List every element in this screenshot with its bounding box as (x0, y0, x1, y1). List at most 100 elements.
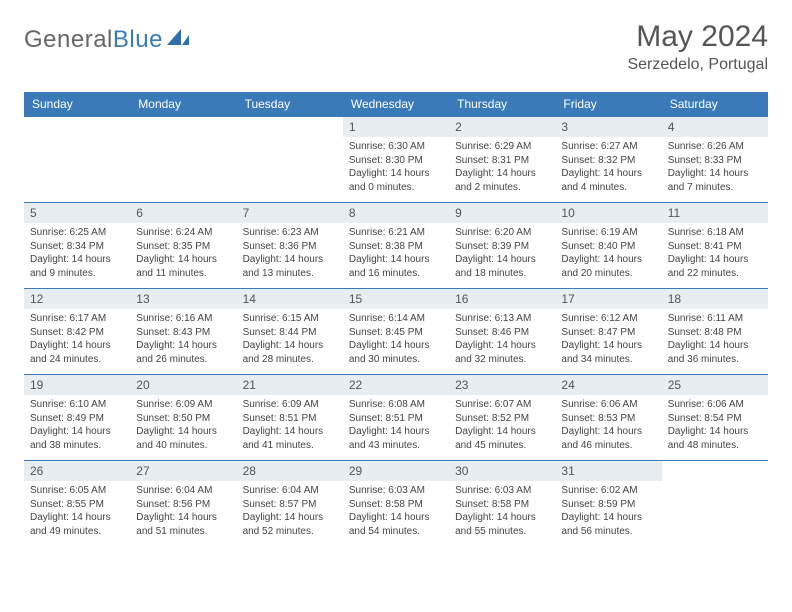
day-details: Sunrise: 6:26 AMSunset: 8:33 PMDaylight:… (662, 137, 768, 202)
day-number: 20 (130, 375, 236, 395)
calendar-day-cell: 5Sunrise: 6:25 AMSunset: 8:34 PMDaylight… (24, 203, 130, 289)
sunrise-text: Sunrise: 6:04 AM (243, 484, 337, 498)
calendar-day-cell: 29Sunrise: 6:03 AMSunset: 8:58 PMDayligh… (343, 461, 449, 547)
daylight-text: Daylight: 14 hours and 9 minutes. (30, 253, 124, 280)
day-details: Sunrise: 6:05 AMSunset: 8:55 PMDaylight:… (24, 481, 130, 546)
sunrise-text: Sunrise: 6:14 AM (349, 312, 443, 326)
day-details (237, 137, 343, 148)
day-details: Sunrise: 6:03 AMSunset: 8:58 PMDaylight:… (449, 481, 555, 546)
day-number: 27 (130, 461, 236, 481)
calendar-day-cell: 25Sunrise: 6:06 AMSunset: 8:54 PMDayligh… (662, 375, 768, 461)
day-details: Sunrise: 6:06 AMSunset: 8:53 PMDaylight:… (555, 395, 661, 460)
weekday-sunday: Sunday (24, 92, 130, 117)
sunrise-text: Sunrise: 6:26 AM (668, 140, 762, 154)
day-number: 3 (555, 117, 661, 137)
sunset-text: Sunset: 8:57 PM (243, 498, 337, 512)
daylight-text: Daylight: 14 hours and 13 minutes. (243, 253, 337, 280)
sunset-text: Sunset: 8:31 PM (455, 154, 549, 168)
daylight-text: Daylight: 14 hours and 11 minutes. (136, 253, 230, 280)
day-details: Sunrise: 6:12 AMSunset: 8:47 PMDaylight:… (555, 309, 661, 374)
calendar-day-cell: 30Sunrise: 6:03 AMSunset: 8:58 PMDayligh… (449, 461, 555, 547)
sunrise-text: Sunrise: 6:11 AM (668, 312, 762, 326)
day-number: 5 (24, 203, 130, 223)
day-details: Sunrise: 6:27 AMSunset: 8:32 PMDaylight:… (555, 137, 661, 202)
day-number: 17 (555, 289, 661, 309)
calendar-day-cell: 6Sunrise: 6:24 AMSunset: 8:35 PMDaylight… (130, 203, 236, 289)
day-details (24, 137, 130, 148)
calendar-day-cell: 10Sunrise: 6:19 AMSunset: 8:40 PMDayligh… (555, 203, 661, 289)
calendar-day-cell: 11Sunrise: 6:18 AMSunset: 8:41 PMDayligh… (662, 203, 768, 289)
day-details: Sunrise: 6:18 AMSunset: 8:41 PMDaylight:… (662, 223, 768, 288)
day-number: 18 (662, 289, 768, 309)
sunset-text: Sunset: 8:44 PM (243, 326, 337, 340)
day-details: Sunrise: 6:08 AMSunset: 8:51 PMDaylight:… (343, 395, 449, 460)
calendar-week-row: 26Sunrise: 6:05 AMSunset: 8:55 PMDayligh… (24, 461, 768, 547)
calendar-day-cell: 23Sunrise: 6:07 AMSunset: 8:52 PMDayligh… (449, 375, 555, 461)
daylight-text: Daylight: 14 hours and 22 minutes. (668, 253, 762, 280)
day-details: Sunrise: 6:16 AMSunset: 8:43 PMDaylight:… (130, 309, 236, 374)
daylight-text: Daylight: 14 hours and 51 minutes. (136, 511, 230, 538)
calendar-day-cell: 17Sunrise: 6:12 AMSunset: 8:47 PMDayligh… (555, 289, 661, 375)
calendar-day-cell: 4Sunrise: 6:26 AMSunset: 8:33 PMDaylight… (662, 117, 768, 203)
sunset-text: Sunset: 8:45 PM (349, 326, 443, 340)
calendar-week-row: 12Sunrise: 6:17 AMSunset: 8:42 PMDayligh… (24, 289, 768, 375)
day-number: 29 (343, 461, 449, 481)
day-number (130, 117, 236, 137)
daylight-text: Daylight: 14 hours and 38 minutes. (30, 425, 124, 452)
day-details: Sunrise: 6:14 AMSunset: 8:45 PMDaylight:… (343, 309, 449, 374)
day-details: Sunrise: 6:04 AMSunset: 8:57 PMDaylight:… (237, 481, 343, 546)
day-number: 14 (237, 289, 343, 309)
sunrise-text: Sunrise: 6:23 AM (243, 226, 337, 240)
day-details: Sunrise: 6:23 AMSunset: 8:36 PMDaylight:… (237, 223, 343, 288)
weekday-header-row: Sunday Monday Tuesday Wednesday Thursday… (24, 92, 768, 117)
calendar-week-row: 1Sunrise: 6:30 AMSunset: 8:30 PMDaylight… (24, 117, 768, 203)
daylight-text: Daylight: 14 hours and 46 minutes. (561, 425, 655, 452)
calendar-table: Sunday Monday Tuesday Wednesday Thursday… (24, 92, 768, 546)
sunrise-text: Sunrise: 6:05 AM (30, 484, 124, 498)
day-number: 13 (130, 289, 236, 309)
title-block: May 2024 Serzedelo, Portugal (627, 20, 768, 74)
day-details: Sunrise: 6:11 AMSunset: 8:48 PMDaylight:… (662, 309, 768, 374)
calendar-day-cell: 22Sunrise: 6:08 AMSunset: 8:51 PMDayligh… (343, 375, 449, 461)
calendar-day-cell: 8Sunrise: 6:21 AMSunset: 8:38 PMDaylight… (343, 203, 449, 289)
day-details: Sunrise: 6:21 AMSunset: 8:38 PMDaylight:… (343, 223, 449, 288)
sunset-text: Sunset: 8:59 PM (561, 498, 655, 512)
daylight-text: Daylight: 14 hours and 36 minutes. (668, 339, 762, 366)
sunrise-text: Sunrise: 6:06 AM (561, 398, 655, 412)
daylight-text: Daylight: 14 hours and 45 minutes. (455, 425, 549, 452)
daylight-text: Daylight: 14 hours and 41 minutes. (243, 425, 337, 452)
sunrise-text: Sunrise: 6:21 AM (349, 226, 443, 240)
day-details: Sunrise: 6:20 AMSunset: 8:39 PMDaylight:… (449, 223, 555, 288)
calendar-day-cell: 9Sunrise: 6:20 AMSunset: 8:39 PMDaylight… (449, 203, 555, 289)
calendar-day-cell: 7Sunrise: 6:23 AMSunset: 8:36 PMDaylight… (237, 203, 343, 289)
sunrise-text: Sunrise: 6:03 AM (349, 484, 443, 498)
weekday-saturday: Saturday (662, 92, 768, 117)
sunrise-text: Sunrise: 6:12 AM (561, 312, 655, 326)
calendar-day-cell: 3Sunrise: 6:27 AMSunset: 8:32 PMDaylight… (555, 117, 661, 203)
daylight-text: Daylight: 14 hours and 54 minutes. (349, 511, 443, 538)
calendar-week-row: 5Sunrise: 6:25 AMSunset: 8:34 PMDaylight… (24, 203, 768, 289)
daylight-text: Daylight: 14 hours and 26 minutes. (136, 339, 230, 366)
day-details: Sunrise: 6:09 AMSunset: 8:50 PMDaylight:… (130, 395, 236, 460)
sunset-text: Sunset: 8:39 PM (455, 240, 549, 254)
calendar-day-cell (24, 117, 130, 203)
calendar-day-cell: 20Sunrise: 6:09 AMSunset: 8:50 PMDayligh… (130, 375, 236, 461)
sunrise-text: Sunrise: 6:25 AM (30, 226, 124, 240)
day-details (662, 481, 768, 492)
sunset-text: Sunset: 8:48 PM (668, 326, 762, 340)
calendar-day-cell: 18Sunrise: 6:11 AMSunset: 8:48 PMDayligh… (662, 289, 768, 375)
calendar-day-cell: 12Sunrise: 6:17 AMSunset: 8:42 PMDayligh… (24, 289, 130, 375)
sunset-text: Sunset: 8:46 PM (455, 326, 549, 340)
daylight-text: Daylight: 14 hours and 43 minutes. (349, 425, 443, 452)
day-number: 28 (237, 461, 343, 481)
sunset-text: Sunset: 8:52 PM (455, 412, 549, 426)
day-number: 15 (343, 289, 449, 309)
weekday-tuesday: Tuesday (237, 92, 343, 117)
sunrise-text: Sunrise: 6:19 AM (561, 226, 655, 240)
sunrise-text: Sunrise: 6:03 AM (455, 484, 549, 498)
calendar-week-row: 19Sunrise: 6:10 AMSunset: 8:49 PMDayligh… (24, 375, 768, 461)
sunrise-text: Sunrise: 6:13 AM (455, 312, 549, 326)
day-details: Sunrise: 6:19 AMSunset: 8:40 PMDaylight:… (555, 223, 661, 288)
daylight-text: Daylight: 14 hours and 30 minutes. (349, 339, 443, 366)
daylight-text: Daylight: 14 hours and 4 minutes. (561, 167, 655, 194)
